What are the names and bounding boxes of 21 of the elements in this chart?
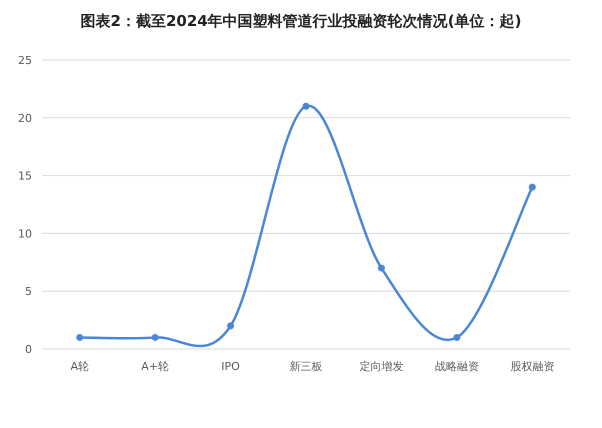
- y-tick-label: 25: [18, 54, 32, 67]
- point: [227, 322, 234, 330]
- x-tick-label: A轮: [70, 360, 89, 373]
- y-tick-label: 5: [25, 285, 32, 298]
- chart-title: 图表2：截至2024年中国塑料管道行业投融资轮次情况(单位：起): [80, 12, 522, 30]
- point: [302, 102, 310, 110]
- y-tick-label: 20: [18, 112, 32, 125]
- point: [152, 334, 159, 341]
- x-tick-label: 股权融资: [510, 360, 554, 373]
- point: [528, 184, 536, 191]
- y-tick-label: 0: [25, 343, 32, 356]
- point: [453, 334, 460, 341]
- point: [378, 264, 385, 272]
- y-tick-label: 10: [18, 227, 32, 240]
- x-tick-label: 定向增发: [359, 360, 404, 373]
- point: [76, 334, 84, 341]
- y-tick-label: 15: [18, 170, 32, 183]
- x-tick-label: 新三板: [290, 360, 322, 373]
- x-tick-label: IPO: [221, 360, 240, 373]
- x-tick-label: 战略融资: [434, 360, 479, 373]
- x-tick-label: A+轮: [141, 360, 170, 373]
